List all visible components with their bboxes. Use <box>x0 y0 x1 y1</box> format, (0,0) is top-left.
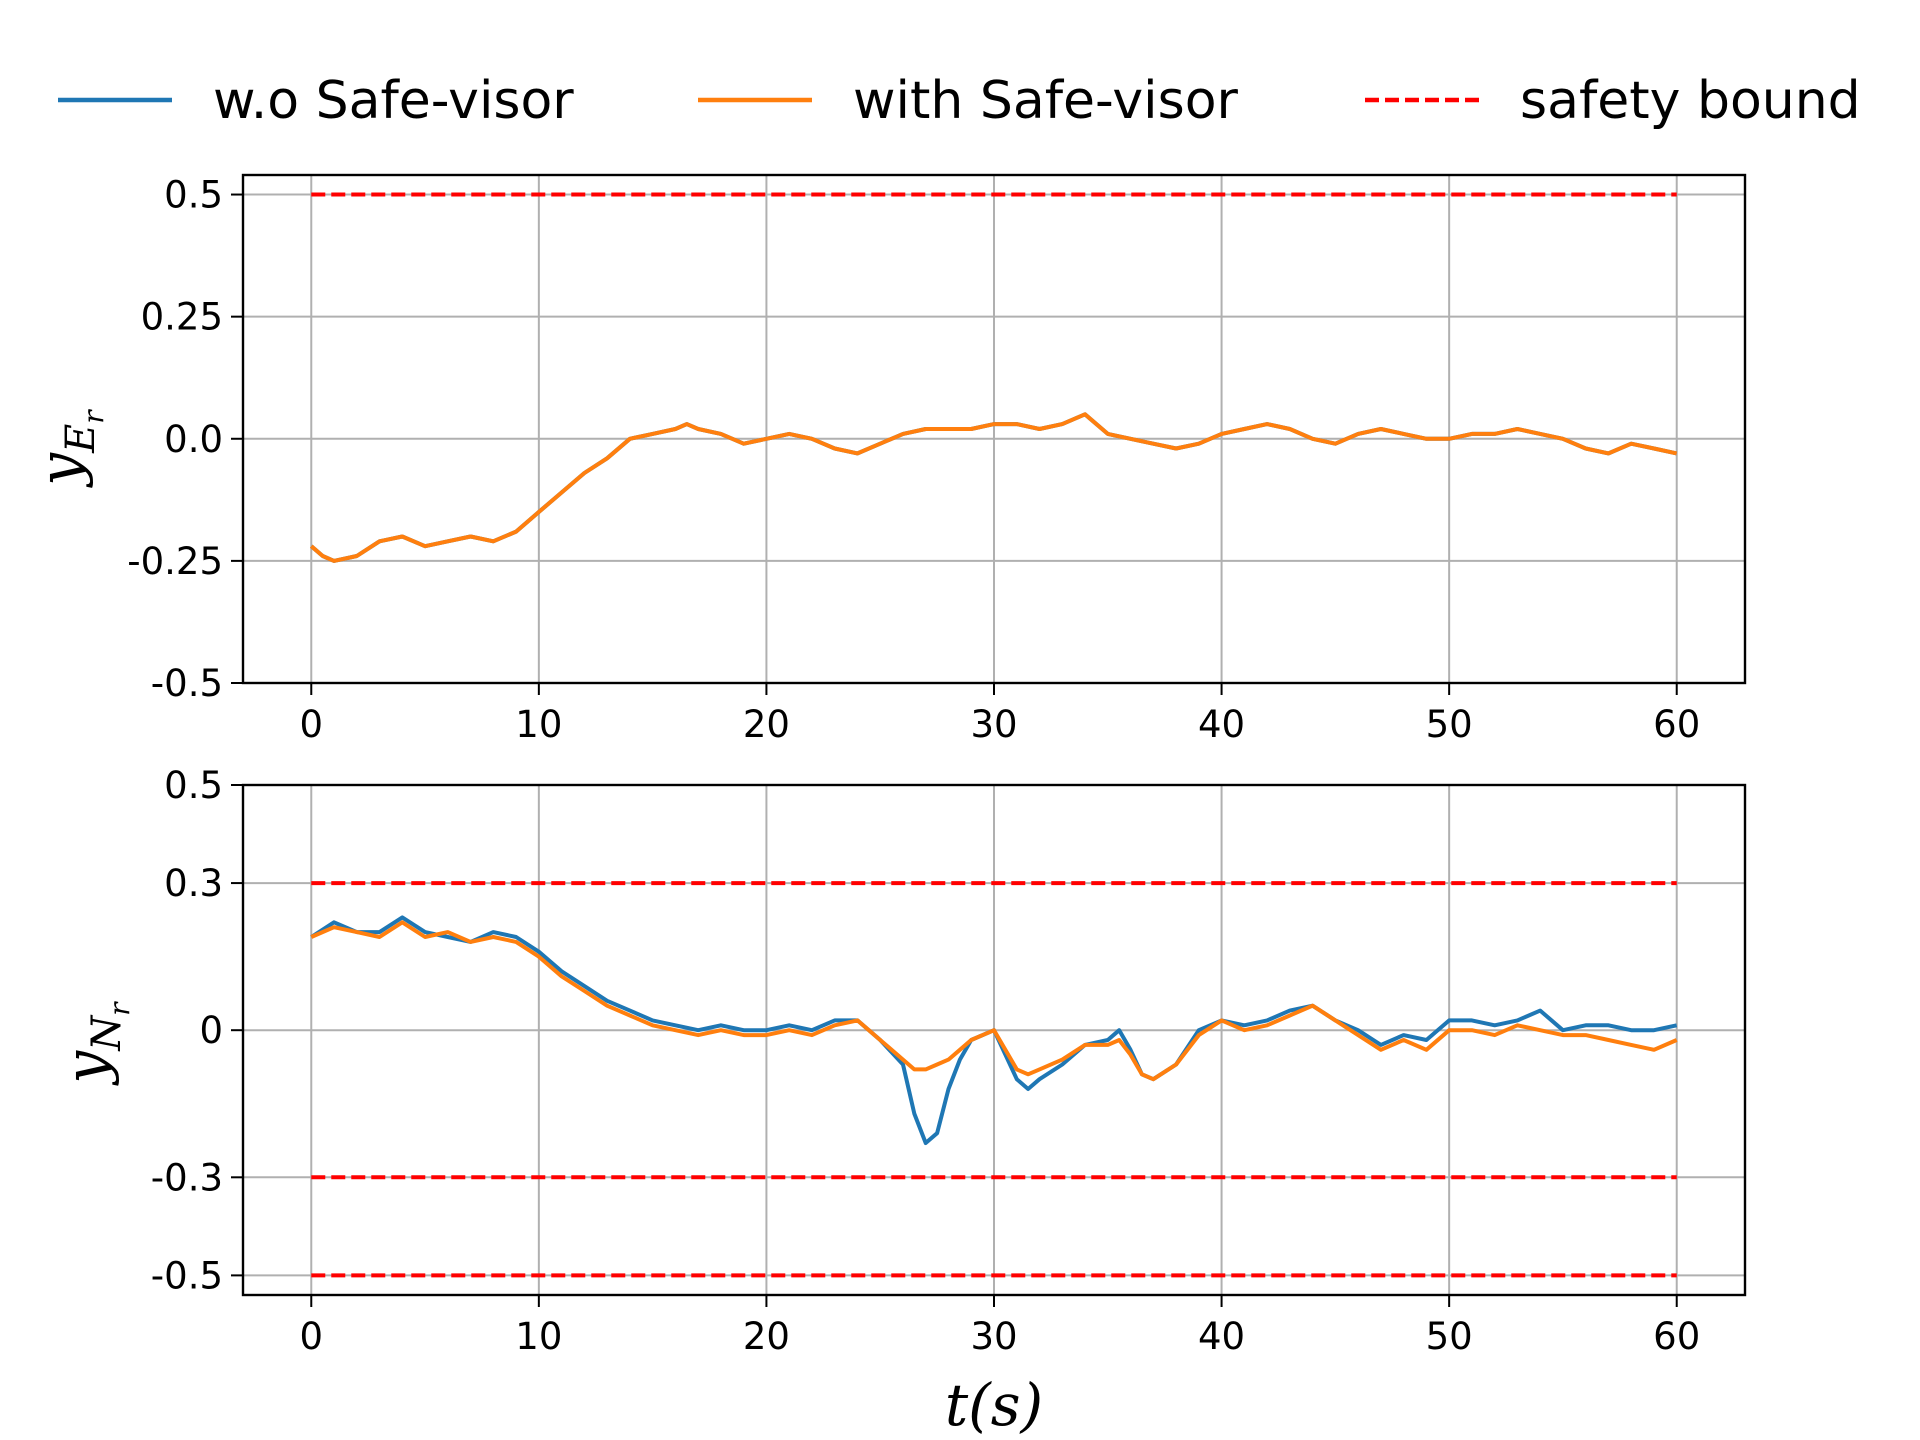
y-tick-label: 0 <box>199 1009 223 1052</box>
x-tick-label: 0 <box>299 1315 323 1358</box>
x-tick-label: 50 <box>1426 1315 1473 1358</box>
x-tick-label: 10 <box>515 703 562 746</box>
y-axis-label-subsubscript: r <box>77 409 110 424</box>
x-tick-label: 30 <box>970 703 1017 746</box>
y-axis-label-main: y <box>26 452 94 489</box>
y-tick-label: -0.5 <box>151 1254 223 1297</box>
x-tick-label: 0 <box>299 703 323 746</box>
x-tick-label: 30 <box>970 1315 1017 1358</box>
top-panel-y-e-r: 0 10 20 30 40 50 60 0.5 0.25 0.0 -0.25 -0.5 yEr <box>26 174 1747 746</box>
x-tick-label: 60 <box>1653 703 1700 746</box>
legend-label-2: with Safe-visor <box>853 71 1239 131</box>
y-tick-label: -0.25 <box>127 540 223 583</box>
legend-label-3: safety bound <box>1520 71 1861 131</box>
y-axis-label-subscript: N <box>84 1014 130 1052</box>
y-axis-label-main: y <box>52 1050 120 1087</box>
x-tick-label: 10 <box>515 1315 562 1358</box>
y-tick-label: 0.25 <box>141 296 223 339</box>
x-tick-label: 20 <box>743 1315 790 1358</box>
x-tick-label: 40 <box>1198 1315 1245 1358</box>
legend: w.o Safe-visor with Safe-visor safety boun… <box>58 71 1861 131</box>
y-tick-label: 0.5 <box>164 174 223 217</box>
y-axis-label: yEr <box>26 409 110 489</box>
x-tick-label: 20 <box>743 703 790 746</box>
y-axis-label-subscript: E <box>58 424 104 454</box>
x-axis-label: t(s) <box>945 1371 1043 1439</box>
y-tick-label: -0.5 <box>151 662 223 705</box>
x-tick-label: 60 <box>1653 1315 1700 1358</box>
y-tick-label: 0.0 <box>164 418 223 461</box>
bottom-panel-y-n-r: 0 10 20 30 40 50 60 0.5 0.3 0 -0.3 -0.5 yNr <box>52 764 1747 1358</box>
y-axis-label: yNr <box>52 1001 136 1087</box>
x-tick-label: 40 <box>1198 703 1245 746</box>
y-axis-label-subsubscript: r <box>103 1001 136 1016</box>
x-tick-label: 50 <box>1426 703 1473 746</box>
y-tick-label: -0.3 <box>151 1156 223 1199</box>
series-line-with-safe-visor <box>310 920 1678 1082</box>
legend-label-1: w.o Safe-visor <box>213 71 574 131</box>
y-tick-label: 0.3 <box>164 862 223 905</box>
y-tick-label: 0.5 <box>164 764 223 807</box>
series-line-with-safe-visor <box>309 412 1678 563</box>
